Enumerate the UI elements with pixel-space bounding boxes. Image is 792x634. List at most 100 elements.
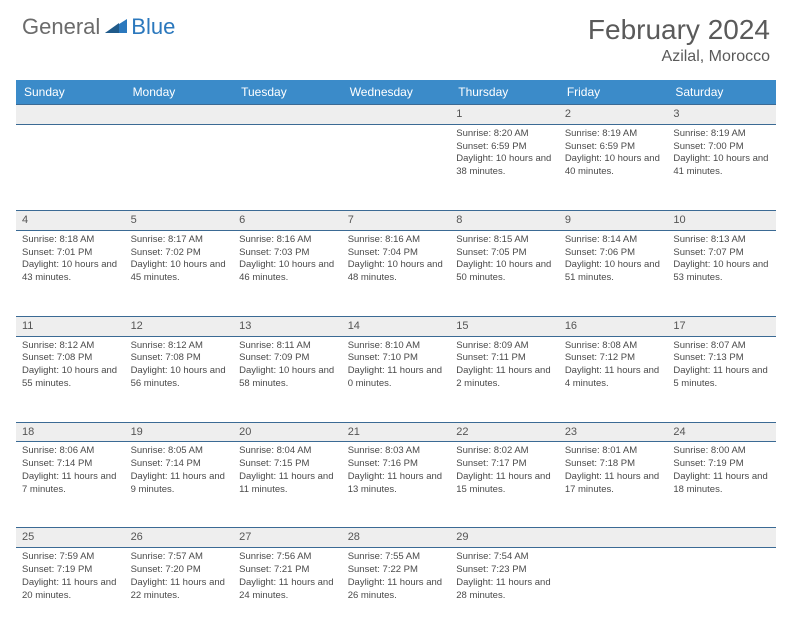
daylight-line: Daylight: 11 hours and 18 minutes. (673, 471, 770, 497)
daylight-line: Daylight: 11 hours and 22 minutes. (131, 577, 228, 603)
day-number: 13 (233, 316, 342, 336)
daylight-line: Daylight: 10 hours and 58 minutes. (239, 365, 336, 391)
day-cell: Sunrise: 8:10 AMSunset: 7:10 PMDaylight:… (342, 336, 451, 422)
sunrise-line: Sunrise: 8:16 AM (239, 234, 336, 247)
day-number: 11 (16, 316, 125, 336)
day-number: 8 (450, 210, 559, 230)
daylight-line: Daylight: 10 hours and 53 minutes. (673, 259, 770, 285)
daynum-row: 123 (16, 105, 776, 125)
daynum-row: 2526272829 (16, 528, 776, 548)
sunset-line: Sunset: 7:07 PM (673, 247, 770, 260)
day-cell: Sunrise: 8:12 AMSunset: 7:08 PMDaylight:… (16, 336, 125, 422)
sunset-line: Sunset: 7:10 PM (348, 352, 445, 365)
day-cell: Sunrise: 8:08 AMSunset: 7:12 PMDaylight:… (559, 336, 668, 422)
day-cell: Sunrise: 8:03 AMSunset: 7:16 PMDaylight:… (342, 442, 451, 528)
sunset-line: Sunset: 7:20 PM (131, 564, 228, 577)
sunset-line: Sunset: 7:02 PM (131, 247, 228, 260)
weekday-header: Wednesday (342, 80, 451, 105)
day-number (342, 105, 451, 125)
day-cell: Sunrise: 8:19 AMSunset: 6:59 PMDaylight:… (559, 124, 668, 210)
day-cell: Sunrise: 8:01 AMSunset: 7:18 PMDaylight:… (559, 442, 668, 528)
location-label: Azilal, Morocco (588, 48, 770, 66)
day-number: 17 (667, 316, 776, 336)
sunset-line: Sunset: 7:14 PM (131, 458, 228, 471)
day-number: 20 (233, 422, 342, 442)
day-cell: Sunrise: 7:54 AMSunset: 7:23 PMDaylight:… (450, 548, 559, 634)
calendar-body: 123Sunrise: 8:20 AMSunset: 6:59 PMDaylig… (16, 105, 776, 634)
day-number: 26 (125, 528, 234, 548)
sunrise-line: Sunrise: 8:05 AM (131, 445, 228, 458)
sunrise-line: Sunrise: 8:02 AM (456, 445, 553, 458)
daylight-line: Daylight: 10 hours and 38 minutes. (456, 153, 553, 179)
sunset-line: Sunset: 7:21 PM (239, 564, 336, 577)
sunrise-line: Sunrise: 8:04 AM (239, 445, 336, 458)
sunset-line: Sunset: 7:17 PM (456, 458, 553, 471)
sunrise-line: Sunrise: 8:16 AM (348, 234, 445, 247)
day-number (233, 105, 342, 125)
day-number (559, 528, 668, 548)
day-cell (559, 548, 668, 634)
sunrise-line: Sunrise: 7:55 AM (348, 551, 445, 564)
sunset-line: Sunset: 7:16 PM (348, 458, 445, 471)
day-cell (233, 124, 342, 210)
day-number: 9 (559, 210, 668, 230)
sunset-line: Sunset: 7:01 PM (22, 247, 119, 260)
day-number: 10 (667, 210, 776, 230)
day-number: 5 (125, 210, 234, 230)
sunset-line: Sunset: 7:13 PM (673, 352, 770, 365)
daylight-line: Daylight: 10 hours and 55 minutes. (22, 365, 119, 391)
sunset-line: Sunset: 7:04 PM (348, 247, 445, 260)
day-number: 24 (667, 422, 776, 442)
daylight-line: Daylight: 11 hours and 5 minutes. (673, 365, 770, 391)
day-cell: Sunrise: 8:00 AMSunset: 7:19 PMDaylight:… (667, 442, 776, 528)
brand-part1: General (22, 14, 100, 40)
sunset-line: Sunset: 7:06 PM (565, 247, 662, 260)
week-row: Sunrise: 7:59 AMSunset: 7:19 PMDaylight:… (16, 548, 776, 634)
sunset-line: Sunset: 7:14 PM (22, 458, 119, 471)
day-cell: Sunrise: 8:18 AMSunset: 7:01 PMDaylight:… (16, 230, 125, 316)
day-cell: Sunrise: 8:04 AMSunset: 7:15 PMDaylight:… (233, 442, 342, 528)
sunrise-line: Sunrise: 7:54 AM (456, 551, 553, 564)
sunset-line: Sunset: 7:08 PM (22, 352, 119, 365)
sunrise-line: Sunrise: 7:56 AM (239, 551, 336, 564)
daylight-line: Daylight: 11 hours and 26 minutes. (348, 577, 445, 603)
sunset-line: Sunset: 7:11 PM (456, 352, 553, 365)
sunset-line: Sunset: 6:59 PM (565, 141, 662, 154)
day-number: 23 (559, 422, 668, 442)
daylight-line: Daylight: 11 hours and 24 minutes. (239, 577, 336, 603)
daylight-line: Daylight: 10 hours and 46 minutes. (239, 259, 336, 285)
sunset-line: Sunset: 7:22 PM (348, 564, 445, 577)
day-number: 27 (233, 528, 342, 548)
sunrise-line: Sunrise: 8:15 AM (456, 234, 553, 247)
day-cell: Sunrise: 8:13 AMSunset: 7:07 PMDaylight:… (667, 230, 776, 316)
daylight-line: Daylight: 11 hours and 0 minutes. (348, 365, 445, 391)
day-cell: Sunrise: 8:12 AMSunset: 7:08 PMDaylight:… (125, 336, 234, 422)
day-cell: Sunrise: 8:02 AMSunset: 7:17 PMDaylight:… (450, 442, 559, 528)
day-number: 4 (16, 210, 125, 230)
day-number: 19 (125, 422, 234, 442)
daynum-row: 18192021222324 (16, 422, 776, 442)
sunset-line: Sunset: 7:09 PM (239, 352, 336, 365)
sunset-line: Sunset: 6:59 PM (456, 141, 553, 154)
day-cell: Sunrise: 7:56 AMSunset: 7:21 PMDaylight:… (233, 548, 342, 634)
daylight-line: Daylight: 11 hours and 20 minutes. (22, 577, 119, 603)
weekday-header: Tuesday (233, 80, 342, 105)
brand-part2: Blue (131, 14, 175, 40)
daylight-line: Daylight: 10 hours and 45 minutes. (131, 259, 228, 285)
daylight-line: Daylight: 11 hours and 11 minutes. (239, 471, 336, 497)
daynum-row: 11121314151617 (16, 316, 776, 336)
sunrise-line: Sunrise: 8:09 AM (456, 340, 553, 353)
day-number (667, 528, 776, 548)
weekday-header: Monday (125, 80, 234, 105)
day-cell (125, 124, 234, 210)
sunrise-line: Sunrise: 8:08 AM (565, 340, 662, 353)
day-cell: Sunrise: 8:05 AMSunset: 7:14 PMDaylight:… (125, 442, 234, 528)
daylight-line: Daylight: 10 hours and 40 minutes. (565, 153, 662, 179)
day-cell: Sunrise: 8:20 AMSunset: 6:59 PMDaylight:… (450, 124, 559, 210)
sunset-line: Sunset: 7:23 PM (456, 564, 553, 577)
daylight-line: Daylight: 11 hours and 7 minutes. (22, 471, 119, 497)
week-row: Sunrise: 8:18 AMSunset: 7:01 PMDaylight:… (16, 230, 776, 316)
sunrise-line: Sunrise: 8:13 AM (673, 234, 770, 247)
sunset-line: Sunset: 7:05 PM (456, 247, 553, 260)
daynum-row: 45678910 (16, 210, 776, 230)
